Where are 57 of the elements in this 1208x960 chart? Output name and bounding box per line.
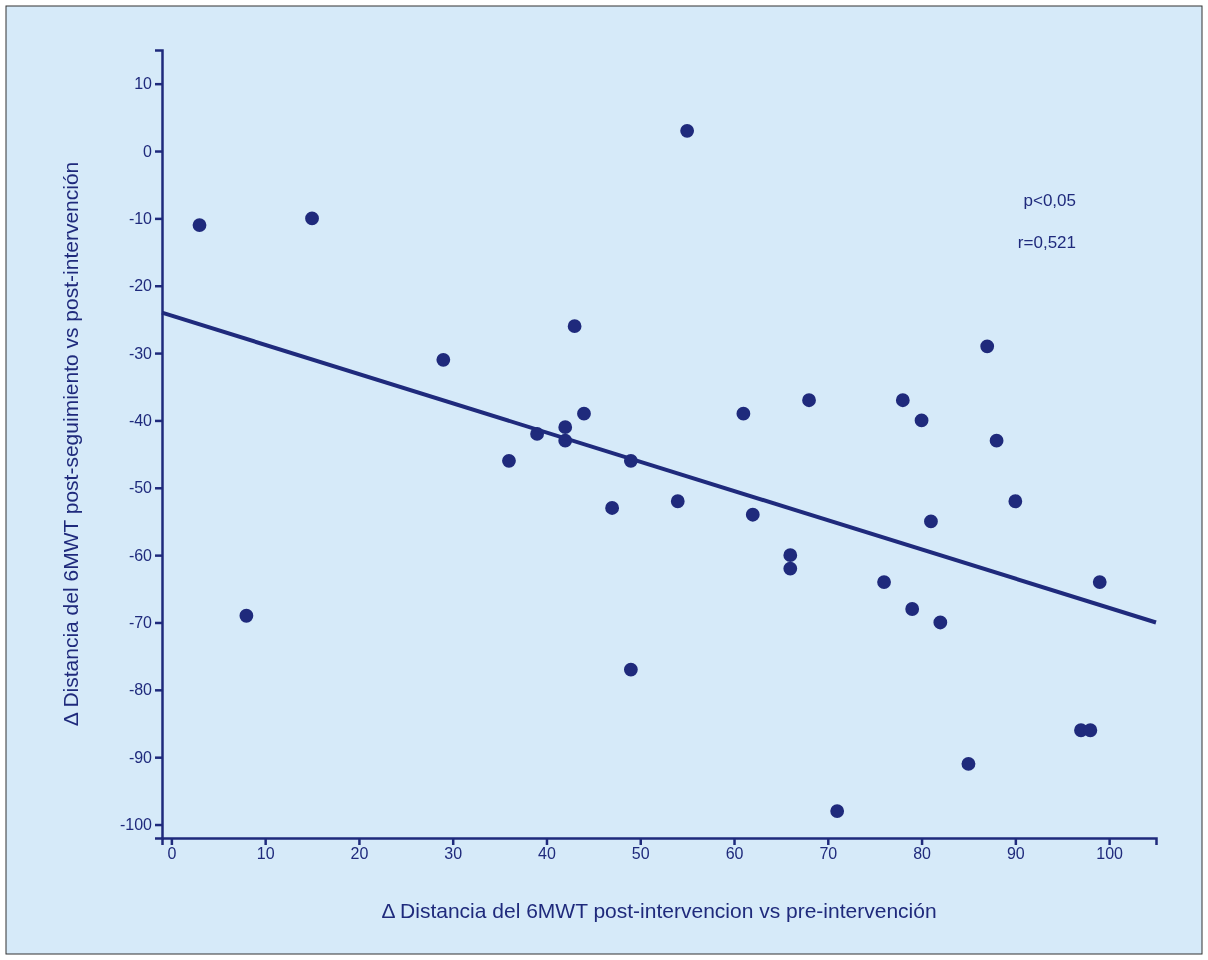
point (933, 615, 948, 630)
y-tick-label: -80 (128, 681, 153, 699)
point (989, 433, 1004, 448)
y-tick-label: -20 (128, 277, 153, 295)
x-tick-label: 50 (631, 845, 650, 863)
point (961, 757, 976, 771)
point (577, 406, 591, 421)
point (567, 319, 582, 334)
y-axis-title: Δ Distancia del 6MWT post-seguimiento vs post-intervención (59, 161, 82, 727)
point (305, 211, 319, 226)
point (605, 501, 620, 515)
x-tick-label: 30 (444, 845, 463, 863)
point (1092, 575, 1107, 589)
point (680, 123, 695, 138)
y-tick-label: 10 (134, 75, 153, 93)
x-tick-label: 80 (913, 845, 932, 863)
point (924, 514, 938, 529)
point (914, 413, 929, 428)
point (239, 608, 254, 623)
point (877, 575, 891, 589)
x-axis-title: Δ Distancia del 6MWT post-intervencion vs pre-intervención (381, 899, 937, 922)
y-tick-label: -10 (128, 210, 153, 227)
annotation: r=0,521 (1017, 233, 1076, 252)
point (502, 453, 516, 468)
point (783, 548, 798, 563)
y-tick-label: -30 (128, 344, 153, 362)
x-tick-label: 0 (167, 845, 177, 863)
y-tick-label: 0 (143, 142, 153, 160)
point (802, 393, 816, 408)
x-tick-label: 40 (538, 845, 556, 863)
point (980, 339, 995, 354)
y-tick-label: -70 (128, 614, 153, 632)
y-tick-label: -100 (119, 816, 153, 834)
point (736, 406, 751, 421)
point (436, 352, 451, 367)
point (895, 393, 910, 408)
point (623, 662, 638, 677)
point (1008, 494, 1023, 509)
y-tick-label: -60 (128, 546, 153, 564)
point (905, 602, 920, 616)
x-tick-label: 60 (725, 845, 744, 863)
point (783, 561, 798, 576)
x-tick-label: 10 (256, 845, 275, 863)
annotation: p<0,05 (1023, 191, 1076, 210)
x-tick-label: 100 (1096, 845, 1124, 863)
y-tick-label: -90 (128, 748, 153, 766)
x-tick-label: 90 (1006, 845, 1025, 863)
y-tick-label: -50 (128, 479, 153, 497)
y-tick-label: -40 (128, 412, 153, 430)
point (1083, 723, 1098, 738)
point (192, 218, 207, 233)
point (670, 494, 685, 509)
point (558, 420, 573, 435)
point (745, 507, 760, 522)
x-tick-label: 70 (819, 845, 838, 863)
x-tick-label: 20 (350, 845, 369, 863)
point (830, 804, 845, 818)
